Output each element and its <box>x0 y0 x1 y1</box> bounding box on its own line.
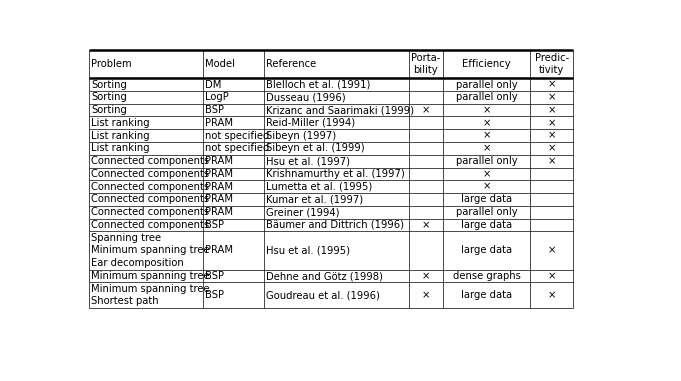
Text: DM: DM <box>205 80 221 90</box>
Text: Connected components: Connected components <box>91 182 210 192</box>
Text: ×: × <box>548 118 556 128</box>
Text: PRAM: PRAM <box>205 156 233 166</box>
Text: Sorting: Sorting <box>91 92 127 102</box>
Text: Connected components: Connected components <box>91 207 210 217</box>
Text: Connected components: Connected components <box>91 194 210 205</box>
Text: ×: × <box>422 220 430 230</box>
Text: ×: × <box>548 143 556 154</box>
Text: parallel only: parallel only <box>456 156 518 166</box>
Text: PRAM: PRAM <box>205 169 233 179</box>
Text: Dusseau (1996): Dusseau (1996) <box>266 92 345 102</box>
Text: Problem: Problem <box>91 59 132 69</box>
Text: ×: × <box>548 245 556 256</box>
Text: PRAM: PRAM <box>205 118 233 128</box>
Text: parallel only: parallel only <box>456 92 518 102</box>
Text: Sorting: Sorting <box>91 105 127 115</box>
Text: Bäumer and Dittrich (1996): Bäumer and Dittrich (1996) <box>266 220 404 230</box>
Text: Hsu et al. (1995): Hsu et al. (1995) <box>266 245 349 256</box>
Text: Predic-
tivity: Predic- tivity <box>535 53 569 75</box>
Text: ×: × <box>548 271 556 281</box>
Text: ×: × <box>482 169 491 179</box>
Text: Minimum spanning tree: Minimum spanning tree <box>91 271 210 281</box>
Text: Efficiency: Efficiency <box>462 59 511 69</box>
Text: BSP: BSP <box>205 220 224 230</box>
Text: not specified: not specified <box>205 131 269 141</box>
Text: PRAM: PRAM <box>205 182 233 192</box>
Text: PRAM: PRAM <box>205 245 233 256</box>
Text: ×: × <box>548 131 556 141</box>
Text: LogP: LogP <box>205 92 229 102</box>
Text: parallel only: parallel only <box>456 207 518 217</box>
Text: Blelloch et al. (1991): Blelloch et al. (1991) <box>266 80 370 90</box>
Text: Greiner (1994): Greiner (1994) <box>266 207 339 217</box>
Text: large data: large data <box>461 245 512 256</box>
Text: large data: large data <box>461 220 512 230</box>
Text: List ranking: List ranking <box>91 118 150 128</box>
Text: Spanning tree
Minimum spanning tree
Ear decomposition: Spanning tree Minimum spanning tree Ear … <box>91 233 210 268</box>
Text: Minimum spanning tree
Shortest path: Minimum spanning tree Shortest path <box>91 284 210 306</box>
Text: Krishnamurthy et al. (1997): Krishnamurthy et al. (1997) <box>266 169 405 179</box>
Text: Dehne and Götz (1998): Dehne and Götz (1998) <box>266 271 383 281</box>
Text: ×: × <box>422 290 430 300</box>
Text: ×: × <box>482 131 491 141</box>
Text: Hsu et al. (1997): Hsu et al. (1997) <box>266 156 349 166</box>
Text: Sibeyn (1997): Sibeyn (1997) <box>266 131 336 141</box>
Text: Connected components: Connected components <box>91 220 210 230</box>
Text: ×: × <box>548 105 556 115</box>
Text: ×: × <box>482 118 491 128</box>
Text: parallel only: parallel only <box>456 80 518 90</box>
Text: large data: large data <box>461 194 512 205</box>
Text: ×: × <box>482 143 491 154</box>
Text: Reference: Reference <box>266 59 316 69</box>
Text: Reid-Miller (1994): Reid-Miller (1994) <box>266 118 355 128</box>
Text: Goudreau et al. (1996): Goudreau et al. (1996) <box>266 290 379 300</box>
Text: ×: × <box>482 105 491 115</box>
Text: Sibeyn et al. (1999): Sibeyn et al. (1999) <box>266 143 364 154</box>
Text: ×: × <box>482 182 491 192</box>
Text: BSP: BSP <box>205 290 224 300</box>
Text: PRAM: PRAM <box>205 194 233 205</box>
Text: not specified: not specified <box>205 143 269 154</box>
Text: Connected components: Connected components <box>91 156 210 166</box>
Text: Krizanc and Saarimaki (1999): Krizanc and Saarimaki (1999) <box>266 105 413 115</box>
Text: PRAM: PRAM <box>205 207 233 217</box>
Text: ×: × <box>422 271 430 281</box>
Text: BSP: BSP <box>205 105 224 115</box>
Text: List ranking: List ranking <box>91 131 150 141</box>
Text: ×: × <box>548 156 556 166</box>
Text: ×: × <box>548 80 556 90</box>
Text: large data: large data <box>461 290 512 300</box>
Text: Connected components: Connected components <box>91 169 210 179</box>
Text: ×: × <box>422 105 430 115</box>
Text: BSP: BSP <box>205 271 224 281</box>
Text: Lumetta et al. (1995): Lumetta et al. (1995) <box>266 182 372 192</box>
Text: List ranking: List ranking <box>91 143 150 154</box>
Text: ×: × <box>548 92 556 102</box>
Text: Kumar et al. (1997): Kumar et al. (1997) <box>266 194 363 205</box>
Text: Model: Model <box>205 59 235 69</box>
Text: dense graphs: dense graphs <box>453 271 520 281</box>
Text: ×: × <box>548 290 556 300</box>
Text: Porta-
bility: Porta- bility <box>411 53 441 75</box>
Text: Sorting: Sorting <box>91 80 127 90</box>
